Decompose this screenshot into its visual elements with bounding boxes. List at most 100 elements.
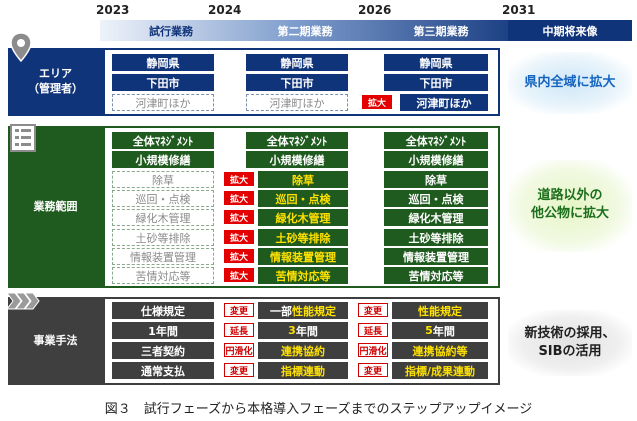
method-cell: 一部 性能規定 [258, 302, 348, 319]
section-label: エリア [39, 67, 72, 81]
future-phase-band [508, 20, 632, 41]
scope-cell: 情報装置管理 [258, 248, 348, 265]
expand-tag: 拡大 [224, 210, 254, 224]
result-text: 新技術の採用、 [524, 326, 616, 341]
method-cell: 3 年間 [258, 322, 348, 339]
area-result: 県内全域に拡大 [508, 74, 632, 92]
method-text-hl: 性能規定 [292, 304, 336, 318]
method-cell: 5 年間 [392, 322, 488, 339]
result-text: 県内全域に拡大 [524, 75, 616, 90]
area-cell: 河津町ほか [112, 94, 214, 111]
expand-tag: 拡大 [224, 230, 254, 244]
scope-cell: 小規模修繕 [112, 151, 214, 168]
expand-tag: 拡大 [224, 191, 254, 205]
method-cell: 連携協約 [258, 342, 348, 359]
phase-label-third: 第三期業務 [413, 24, 469, 38]
area-cell: 静岡県 [246, 54, 348, 71]
scope-cell: 除草 [112, 171, 214, 188]
scope-cell: 巡回・点検 [112, 190, 214, 207]
result-text: 道路以外の [537, 188, 603, 203]
method-text-hl: 連携協約等 [412, 344, 468, 358]
method-text-pre: 一部 [270, 304, 292, 318]
checklist-icon [10, 124, 36, 152]
scope-cell: 緑化木管理 [258, 209, 348, 226]
section-label: （管理者） [28, 82, 83, 95]
area-cell: 下田市 [384, 74, 488, 91]
change-tag: 円滑化 [224, 343, 254, 357]
area-side-label: エリア （管理者） [8, 48, 103, 116]
scope-cell: 緑化木管理 [112, 209, 214, 226]
scope-cell: 苦情対応等 [112, 267, 214, 284]
method-text-hl: 指標連動 [281, 364, 325, 378]
scope-cell: 土砂等排除 [384, 229, 488, 246]
method-cell: 連携協約等 [392, 342, 488, 359]
year-label: 2023 [96, 3, 130, 17]
scope-cell: 全体ﾏﾈｼﾞﾒﾝﾄ [384, 132, 488, 149]
method-cell: 指標/成果連動 [392, 362, 488, 379]
result-glow [508, 310, 632, 376]
area-cell: 下田市 [112, 74, 214, 91]
method-cell: 1年間 [112, 322, 214, 339]
scope-cell: 苦情対応等 [258, 267, 348, 284]
scope-cell: 緑化木管理 [384, 209, 488, 226]
area-cell: 下田市 [246, 74, 348, 91]
method-text-hl: 5 [425, 324, 433, 337]
scope-cell: 情報装置管理 [112, 248, 214, 265]
method-text-post: 年間 [295, 324, 318, 338]
area-panel [103, 48, 500, 116]
area-cell: 河津町ほか [246, 94, 348, 111]
scope-side-label: 業務範囲 [8, 126, 103, 288]
scope-cell: 除草 [258, 171, 348, 188]
phase-label-trial: 試行業務 [149, 24, 193, 38]
change-tag: 変更 [224, 303, 254, 317]
result-text: 他公物に拡大 [530, 205, 609, 221]
method-result: 新技術の採用、 SIBの活用 [508, 325, 632, 360]
scope-cell: 全体ﾏﾈｼﾞﾒﾝﾄ [246, 132, 348, 149]
scope-cell: 全体ﾏﾈｼﾞﾒﾝﾄ [112, 132, 214, 149]
year-label: 2024 [208, 3, 242, 17]
scope-cell: 除草 [384, 171, 488, 188]
change-tag: 変更 [358, 303, 388, 317]
area-cell: 河津町ほか [400, 94, 488, 111]
expand-tag: 拡大 [224, 249, 254, 263]
method-cell: 三者契約 [112, 342, 214, 359]
scope-panel [103, 126, 500, 288]
expand-tag: 拡大 [224, 268, 254, 282]
phase-label-second: 第二期業務 [277, 24, 333, 38]
scope-cell: 巡回・点検 [384, 190, 488, 207]
scope-cell: 土砂等排除 [258, 229, 348, 246]
method-cell: 仕様規定 [112, 302, 214, 319]
result-glow [508, 52, 632, 114]
method-side-label: 事業手法 [8, 297, 103, 385]
area-cell: 静岡県 [112, 54, 214, 71]
change-tag: 変更 [224, 363, 254, 377]
result-glow [508, 160, 632, 252]
scope-cell: 巡回・点検 [258, 190, 348, 207]
expand-tag: 拡大 [224, 172, 254, 186]
timeline-arrow [100, 20, 538, 41]
change-tag: 円滑化 [358, 343, 388, 357]
scope-cell: 土砂等排除 [112, 229, 214, 246]
scope-cell: 情報装置管理 [384, 248, 488, 265]
location-pin-icon [10, 32, 32, 63]
result-text: SIBの活用 [538, 343, 602, 359]
section-label: 事業手法 [33, 333, 78, 347]
scope-cell: 小規模修繕 [384, 151, 488, 168]
scope-cell: 小規模修繕 [246, 151, 348, 168]
method-text-post: 年間 [432, 324, 455, 338]
step-arrows-icon [6, 292, 40, 310]
figure-caption: 図３ 試行フェーズから本格導入フェーズまでのステップアップイメージ [104, 402, 533, 417]
scope-cell: 苦情対応等 [384, 267, 488, 284]
method-cell: 通常支払 [112, 362, 214, 379]
method-text-hl: 性能規定 [418, 304, 462, 318]
change-tag: 変更 [358, 363, 388, 377]
method-cell: 指標連動 [258, 362, 348, 379]
change-tag: 延長 [224, 323, 254, 337]
section-label: 業務範囲 [33, 199, 78, 213]
area-cell: 静岡県 [384, 54, 488, 71]
expand-tag: 拡大 [362, 95, 392, 109]
change-tag: 延長 [358, 323, 388, 337]
scope-result: 道路以外の 他公物に拡大 [508, 187, 632, 222]
year-label: 2031 [502, 3, 536, 17]
year-label: 2026 [358, 3, 392, 17]
